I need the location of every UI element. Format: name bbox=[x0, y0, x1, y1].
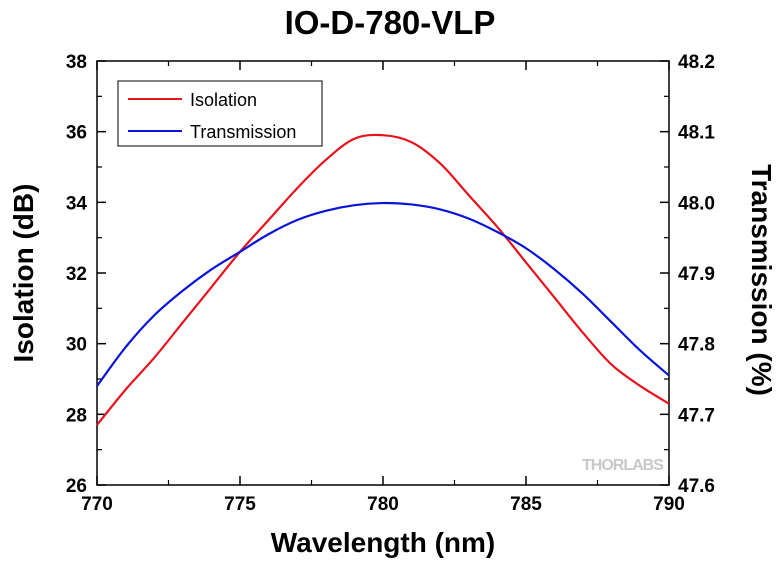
y-axis-title: Isolation (dB) bbox=[8, 184, 39, 363]
y-tick-label: 38 bbox=[66, 52, 87, 73]
y2-axis-title: Transmission (%) bbox=[746, 164, 777, 396]
y-tick-label: 28 bbox=[66, 405, 87, 426]
y2-tick-label: 47.6 bbox=[678, 476, 715, 497]
series-line-transmission bbox=[96, 201, 670, 387]
legend-label-isolation: Isolation bbox=[190, 90, 257, 110]
y-tick-label: 32 bbox=[66, 264, 87, 285]
y2-tick-label: 48.0 bbox=[678, 193, 715, 214]
y2-tick-label: 48.2 bbox=[678, 52, 715, 73]
x-tick-label: 790 bbox=[653, 494, 685, 515]
legend: Isolation Transmission bbox=[117, 80, 323, 147]
y-tick-label: 36 bbox=[66, 123, 87, 144]
y2-tick-label: 47.9 bbox=[678, 264, 715, 285]
series-line-isolation bbox=[96, 133, 670, 426]
x-tick-label: 775 bbox=[224, 494, 256, 515]
x-axis-title: Wavelength (nm) bbox=[271, 527, 496, 558]
x-tick-label: 785 bbox=[510, 494, 542, 515]
y2-tick-label: 47.7 bbox=[678, 405, 715, 426]
thorlabs-watermark: THORLABS bbox=[582, 457, 664, 474]
y-tick-label: 26 bbox=[66, 476, 87, 497]
y-tick-label: 30 bbox=[66, 335, 87, 356]
legend-label-transmission: Transmission bbox=[190, 122, 296, 142]
x-tick-label: 780 bbox=[367, 494, 399, 515]
y-tick-label: 34 bbox=[66, 193, 88, 214]
chart-title: IO-D-780-VLP bbox=[285, 4, 496, 41]
y2-tick-label: 48.1 bbox=[678, 123, 715, 144]
legend-box bbox=[117, 80, 323, 147]
y2-tick-label: 47.8 bbox=[678, 335, 715, 356]
x-tick-label: 770 bbox=[81, 494, 113, 515]
